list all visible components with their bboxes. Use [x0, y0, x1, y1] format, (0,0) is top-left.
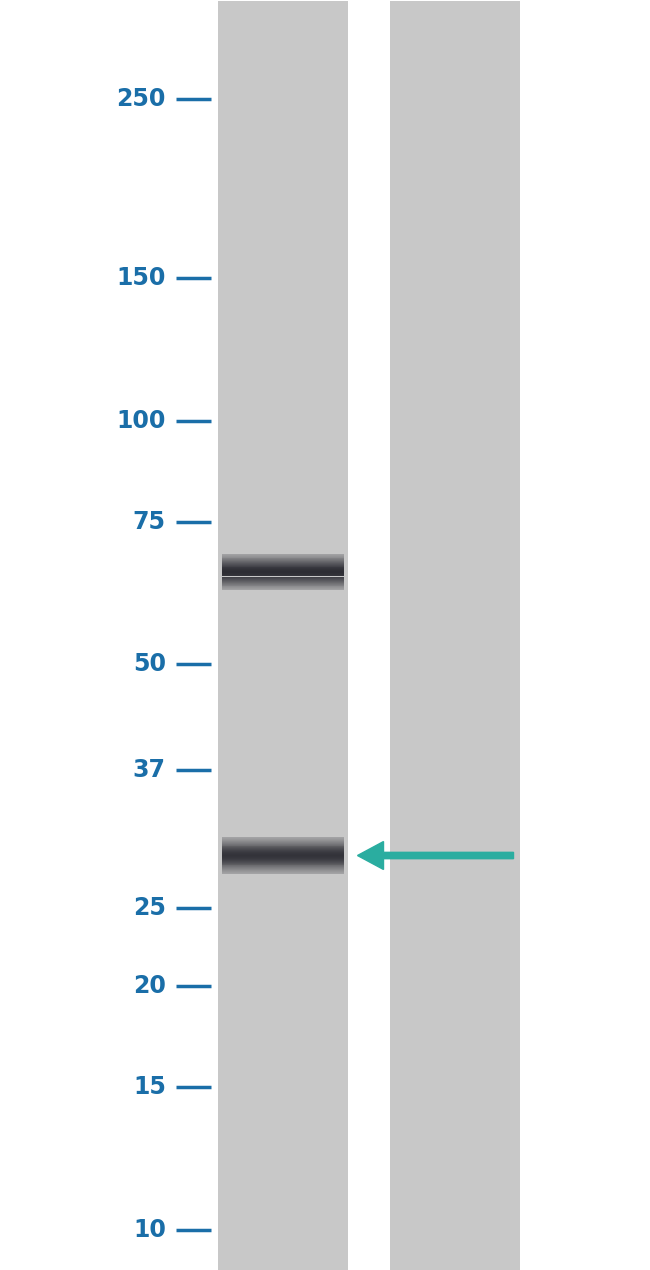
FancyArrow shape — [358, 842, 514, 870]
Text: 20: 20 — [133, 974, 166, 998]
Text: 10: 10 — [133, 1218, 166, 1242]
Bar — [390, 1, 520, 1270]
Text: 100: 100 — [116, 409, 166, 433]
Text: 25: 25 — [133, 895, 166, 919]
Bar — [218, 1, 348, 1270]
Text: 15: 15 — [133, 1076, 166, 1099]
Text: 37: 37 — [133, 758, 166, 782]
Text: 75: 75 — [133, 509, 166, 533]
Text: 150: 150 — [116, 267, 166, 290]
Text: 50: 50 — [133, 653, 166, 676]
Text: 250: 250 — [116, 86, 166, 110]
